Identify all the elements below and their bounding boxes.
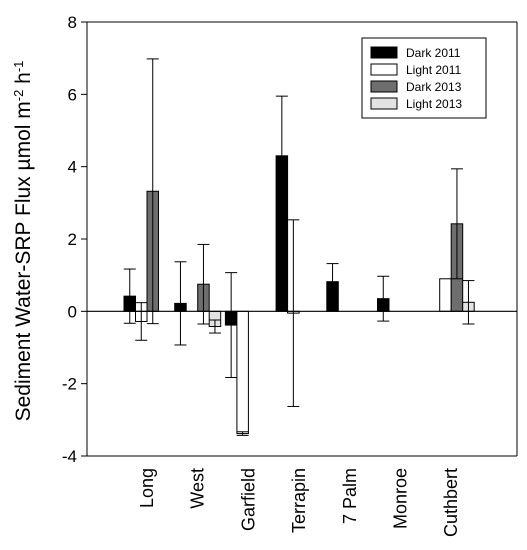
category-label: West [188, 468, 208, 509]
y-tick-label: -2 [62, 375, 77, 394]
category-label: Cuthbert [441, 468, 461, 537]
y-tick-label: 4 [68, 158, 77, 177]
category-label: 7 Palm [340, 468, 360, 524]
legend-swatch [370, 63, 398, 76]
legend-label: Light 2011 [406, 63, 461, 77]
legend-swatch [370, 97, 398, 110]
category-label: Long [137, 468, 157, 508]
legend-label: Light 2013 [406, 97, 462, 111]
y-tick-label: 6 [68, 85, 77, 104]
legend-label: Dark 2013 [406, 80, 462, 94]
legend-label: Dark 2011 [406, 46, 461, 60]
y-tick-label: -4 [62, 447, 77, 466]
legend: Dark 2011 Light 2011 Dark 2013 Light 2013 [361, 37, 487, 119]
legend-swatch [370, 80, 398, 93]
y-tick-label: 8 [68, 13, 77, 32]
category-label: Terrapin [289, 468, 309, 533]
category-label: Garfield [238, 468, 258, 531]
y-tick-label: 0 [68, 302, 77, 321]
category-label: Monroe [391, 468, 411, 529]
legend-swatch [370, 46, 398, 59]
y-axis-label: Sediment Water-SRP Flux µmol m-2 h-1 [11, 61, 36, 422]
bar [439, 278, 452, 312]
bar [236, 310, 249, 435]
y-tick-label: 2 [68, 230, 77, 249]
